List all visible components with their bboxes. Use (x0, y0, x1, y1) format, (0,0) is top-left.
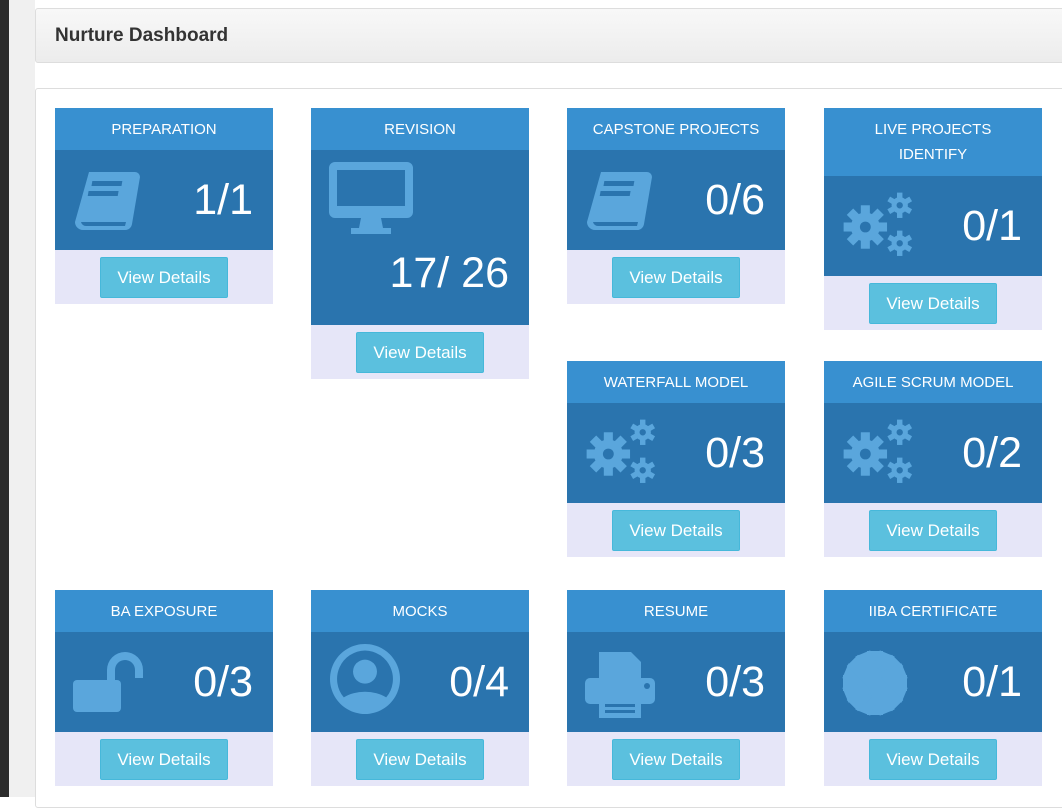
card-waterfall-model: WATERFALL MODEL (567, 361, 785, 557)
gears-icon (840, 419, 916, 489)
card-title: LIVE PROJECTS IDENTIFY (824, 108, 1042, 176)
card-footer: View Details (55, 250, 273, 304)
view-details-button[interactable]: View Details (100, 257, 228, 298)
card-title: PREPARATION (55, 108, 273, 150)
book-icon (71, 166, 147, 236)
certificate-icon (842, 650, 908, 716)
card-footer: View Details (824, 503, 1042, 557)
card-body: 0/1 (824, 176, 1042, 276)
card-footer: View Details (567, 732, 785, 786)
card-capstone-projects: CAPSTONE PROJECTS 0/6 View Details (567, 108, 785, 304)
card-body: 0/3 (567, 403, 785, 503)
card-title: IIBA CERTIFICATE (824, 590, 1042, 632)
desktop-icon (329, 162, 413, 234)
card-title: MOCKS (311, 590, 529, 632)
card-body: 17/ 26 (311, 150, 529, 325)
card-footer: View Details (567, 503, 785, 557)
view-details-button[interactable]: View Details (869, 739, 997, 780)
view-details-button[interactable]: View Details (869, 283, 997, 324)
card-value: 1/1 (193, 176, 253, 224)
card-body: 0/2 (824, 403, 1042, 503)
view-details-button[interactable]: View Details (869, 510, 997, 551)
page-gutter (9, 0, 35, 797)
card-iiba-certificate: IIBA CERTIFICATE 0/1 View Details (824, 590, 1042, 786)
card-revision: REVISION 17/ 26 View Details (311, 108, 529, 379)
card-body: 1/1 (55, 150, 273, 250)
card-value: 0/2 (962, 429, 1022, 477)
gears-icon (583, 419, 659, 489)
card-footer: View Details (567, 250, 785, 304)
card-footer: View Details (311, 325, 529, 379)
card-live-projects-identify: LIVE PROJECTS IDENTIFY (824, 108, 1042, 330)
view-details-button[interactable]: View Details (100, 739, 228, 780)
user-circle-icon (327, 644, 403, 714)
card-body: 0/6 (567, 150, 785, 250)
card-title: WATERFALL MODEL (567, 361, 785, 403)
card-agile-scrum-model: AGILE SCRUM MODEL (824, 361, 1042, 557)
card-body: 0/1 (824, 632, 1042, 732)
panel-header: Nurture Dashboard (35, 8, 1062, 63)
book-icon (583, 166, 659, 236)
card-body: 0/4 (311, 632, 529, 732)
view-details-button[interactable]: View Details (356, 332, 484, 373)
view-details-button[interactable]: View Details (356, 739, 484, 780)
view-details-button[interactable]: View Details (612, 510, 740, 551)
card-resume: RESUME 0/3 View Details (567, 590, 785, 786)
card-title: RESUME (567, 590, 785, 632)
card-title: AGILE SCRUM MODEL (824, 361, 1042, 403)
card-value: 0/3 (705, 658, 765, 706)
card-value: 0/4 (449, 658, 509, 706)
card-value: 0/1 (962, 658, 1022, 706)
card-mocks: MOCKS 0/4 View Details (311, 590, 529, 786)
card-title: REVISION (311, 108, 529, 150)
card-footer: View Details (55, 732, 273, 786)
card-value: 0/3 (705, 429, 765, 477)
page-title: Nurture Dashboard (55, 25, 229, 46)
view-details-button[interactable]: View Details (612, 739, 740, 780)
card-title: BA EXPOSURE (55, 590, 273, 632)
card-ba-exposure: BA EXPOSURE 0/3 View Details (55, 590, 273, 786)
card-footer: View Details (824, 732, 1042, 786)
card-value: 17/ 26 (389, 249, 509, 297)
window-edge (0, 0, 9, 797)
card-title: CAPSTONE PROJECTS (567, 108, 785, 150)
card-body: 0/3 (55, 632, 273, 732)
unlock-icon (71, 648, 147, 718)
card-value: 0/3 (193, 658, 253, 706)
view-details-button[interactable]: View Details (612, 257, 740, 298)
card-footer: View Details (311, 732, 529, 786)
card-footer: View Details (824, 276, 1042, 330)
card-value: 0/1 (962, 202, 1022, 250)
gears-icon (840, 192, 916, 262)
card-preparation: PREPARATION 1/1 View Details (55, 108, 273, 304)
card-value: 0/6 (705, 176, 765, 224)
card-body: 0/3 (567, 632, 785, 732)
print-icon (583, 650, 659, 720)
